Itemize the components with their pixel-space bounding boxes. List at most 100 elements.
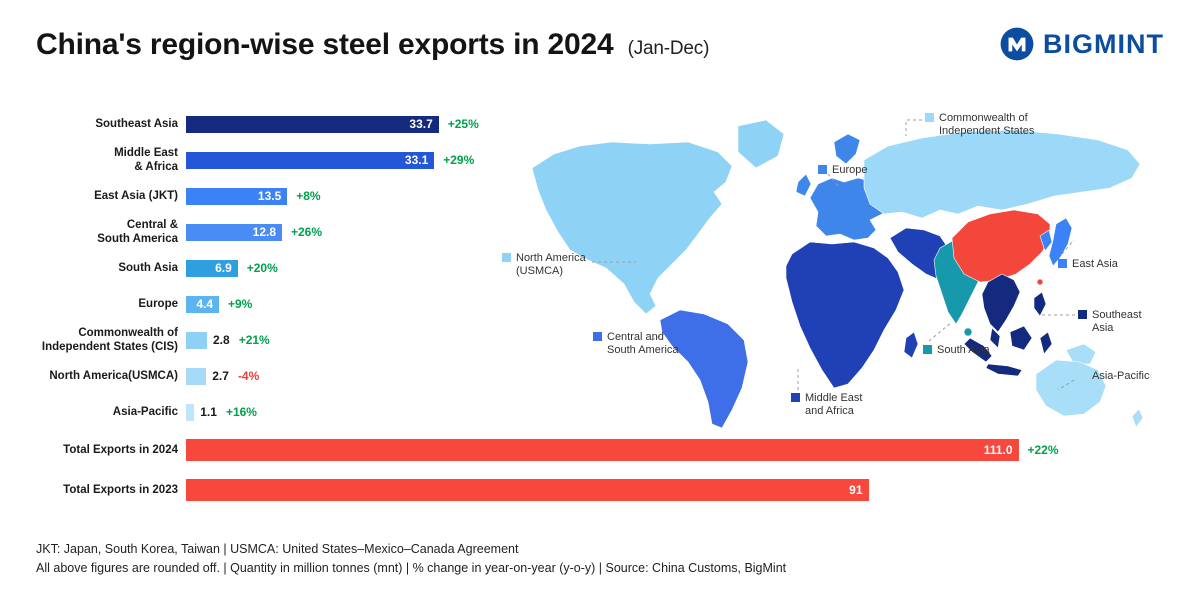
map-label-text: East Asia bbox=[1072, 258, 1118, 270]
yoy-change: +9% bbox=[228, 297, 253, 311]
category-label: South Asia bbox=[118, 261, 178, 274]
region-sulawesi bbox=[1039, 331, 1053, 355]
region-madagascar bbox=[903, 331, 919, 359]
map-label-cis: Commonwealth of Independent States bbox=[925, 112, 1034, 139]
region-uk bbox=[795, 173, 812, 197]
chart-row: South Asia 6.9 +20% bbox=[36, 250, 1186, 286]
yoy-change: +29% bbox=[443, 153, 475, 167]
bigmint-logo: BIGMINT bbox=[999, 26, 1164, 62]
bar-chart: Southeast Asia 33.7 +25% Middle East & Afri… bbox=[36, 106, 1186, 510]
map-label-text: Middle East and Africa bbox=[805, 392, 863, 418]
value-label: 111.0 bbox=[983, 443, 1013, 457]
region-korea bbox=[1039, 229, 1053, 252]
region-sri-lanka bbox=[963, 327, 973, 337]
category-label: East Asia (JKT) bbox=[94, 189, 178, 202]
page-title: China's region-wise steel exports in 202… bbox=[36, 28, 709, 62]
category-label: Middle East & Africa bbox=[114, 146, 178, 173]
bar: 111.0 bbox=[186, 439, 1019, 461]
map-leader-lines bbox=[592, 119, 1075, 391]
title-subtitle: (Jan-Dec) bbox=[627, 38, 710, 59]
value-label: 2.7 bbox=[212, 369, 229, 383]
map-label-north_america: North America (USMCA) bbox=[502, 252, 586, 279]
map-label-southeast_asia: Southeast Asia bbox=[1078, 309, 1164, 336]
yoy-change: +25% bbox=[447, 117, 479, 131]
legend-swatch bbox=[1078, 371, 1087, 380]
title-text: China's region-wise steel exports in 202… bbox=[36, 28, 614, 61]
yoy-change: +8% bbox=[296, 189, 321, 203]
yoy-change: +21% bbox=[238, 333, 270, 347]
chart-row: Asia-Pacific 1.1 +16% bbox=[36, 394, 1186, 430]
map-label-text: North America (USMCA) bbox=[516, 252, 586, 278]
value-label: 6.9 bbox=[215, 261, 232, 275]
map-label-middle_east_africa: Middle East and Africa bbox=[791, 392, 862, 419]
map-label-text: South Asia bbox=[937, 344, 990, 356]
category-label: Southeast Asia bbox=[95, 117, 178, 130]
map-label-asia_pacific: Asia-Pacific bbox=[1078, 370, 1149, 383]
footnote: JKT: Japan, South Korea, Taiwan | USMCA:… bbox=[36, 540, 786, 578]
bar: 91 bbox=[186, 479, 869, 501]
value-label: 12.8 bbox=[252, 225, 276, 239]
region-greenland bbox=[737, 119, 785, 169]
category-label: North America(USMCA) bbox=[49, 369, 178, 382]
chart-row: Commonwealth of Independent States (CIS)… bbox=[36, 322, 1186, 358]
bigmint-logo-icon bbox=[1000, 27, 1034, 61]
category-label: Total Exports in 2024 bbox=[63, 443, 178, 456]
value-label: 13.5 bbox=[257, 189, 282, 203]
region-sumatra bbox=[963, 337, 993, 363]
yoy-change: +20% bbox=[246, 261, 278, 275]
bar bbox=[186, 403, 195, 421]
region-borneo bbox=[1009, 325, 1033, 351]
value-label: 4.4 bbox=[196, 297, 213, 311]
map-label-text: Europe bbox=[832, 164, 868, 176]
continents bbox=[531, 119, 1144, 429]
map-label-east_asia: East Asia bbox=[1058, 258, 1118, 271]
region-philippines bbox=[1033, 291, 1047, 317]
chart-row: East Asia (JKT) 13.5 +8% bbox=[36, 178, 1186, 214]
region-australia bbox=[1035, 359, 1107, 417]
region-scandinavia bbox=[833, 133, 861, 165]
value-label: 33.7 bbox=[409, 117, 433, 131]
region-south-america bbox=[659, 309, 749, 429]
value-label: 1.1 bbox=[200, 405, 217, 419]
legend-swatch bbox=[502, 253, 511, 262]
chart-row: Central & South America 12.8 +26% bbox=[36, 214, 1186, 250]
category-label: Commonwealth of Independent States (CIS) bbox=[41, 326, 178, 353]
category-label: Central & South America bbox=[97, 218, 178, 245]
legend-swatch bbox=[1058, 259, 1067, 268]
category-label: Europe bbox=[138, 297, 178, 310]
bar: 12.8 bbox=[186, 223, 282, 241]
category-label: Asia-Pacific bbox=[112, 405, 178, 418]
map-label-central_south_america: Central and South America bbox=[593, 331, 679, 358]
bar: 6.9 bbox=[186, 259, 238, 277]
bar bbox=[186, 367, 207, 385]
legend-swatch bbox=[791, 393, 800, 402]
legend-swatch bbox=[593, 332, 602, 341]
legend-swatch bbox=[925, 113, 934, 122]
map-label-text: Central and South America bbox=[607, 331, 679, 357]
region-north-america bbox=[531, 141, 733, 315]
legend-swatch bbox=[1078, 310, 1087, 319]
region-malay-peninsula bbox=[989, 327, 1001, 349]
region-taiwan bbox=[1036, 278, 1044, 286]
legend-swatch bbox=[818, 165, 827, 174]
footnote-line-1: JKT: Japan, South Korea, Taiwan | USMCA:… bbox=[36, 542, 519, 556]
yoy-change: +26% bbox=[291, 225, 323, 239]
world-map-svg bbox=[531, 119, 1144, 429]
brand-name: BIGMINT bbox=[1043, 28, 1164, 59]
region-cis bbox=[863, 129, 1141, 219]
region-china bbox=[951, 209, 1051, 283]
world-map: Commonwealth of Independent States Europe… bbox=[492, 98, 1164, 446]
map-label-text: Asia-Pacific bbox=[1092, 370, 1150, 382]
map-label-south_asia: South Asia bbox=[923, 344, 990, 357]
yoy-change: -4% bbox=[237, 369, 260, 383]
footnote-line-2: All above figures are rounded off. | Qua… bbox=[36, 561, 787, 575]
legend-swatch bbox=[923, 345, 932, 354]
total-row: Total Exports in 2024 111.0 +22% bbox=[36, 430, 1186, 470]
chart-row: Southeast Asia 33.7 +25% bbox=[36, 106, 1186, 142]
map-label-text: Southeast Asia bbox=[1092, 309, 1142, 335]
chart-row: Middle East & Africa 33.1 +29% bbox=[36, 142, 1186, 178]
bar: 4.4 bbox=[186, 295, 219, 313]
yoy-change: +22% bbox=[1027, 443, 1059, 457]
category-label: Total Exports in 2023 bbox=[63, 483, 178, 496]
